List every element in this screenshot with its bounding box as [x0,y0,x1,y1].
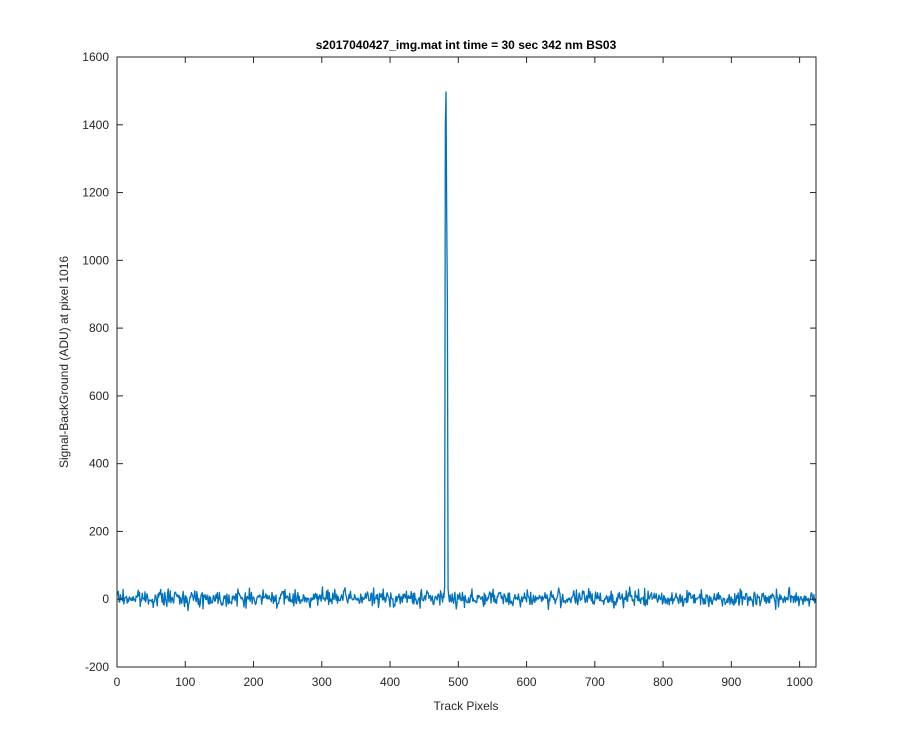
y-tick-label: 1600 [82,50,109,64]
y-tick-label: 200 [89,524,109,538]
y-tick-label: 600 [89,389,109,403]
axis-ticks: 0 100 200 300 400 500 600 700 800 900 1000 -200 0 200… [82,50,816,689]
x-tick-label: 500 [448,675,468,689]
y-tick-label: -200 [85,660,109,674]
signal-series-line [117,91,817,612]
y-tick-label: 800 [89,321,109,335]
chart-title: s2017040427_img.mat int time = 30 sec 34… [316,38,617,52]
x-axis-label: Track Pixels [434,699,499,713]
x-tick-label: 300 [312,675,332,689]
axes-box [116,56,817,668]
x-tick-label: 100 [175,675,195,689]
y-tick-label: 1200 [82,186,109,200]
x-tick-label: 200 [244,675,264,689]
x-tick-label: 400 [380,675,400,689]
y-tick-label: 0 [102,592,109,606]
x-tick-label: 0 [114,675,121,689]
y-axis-label: Signal-BackGround (ADU) at pixel 1016 [57,256,71,468]
y-tick-label: 1400 [82,118,109,132]
x-tick-label: 800 [653,675,673,689]
y-tick-label: 400 [89,457,109,471]
x-tick-label: 700 [585,675,605,689]
y-tick-label: 1000 [82,253,109,267]
x-tick-label: 900 [721,675,741,689]
x-tick-label: 600 [517,675,537,689]
x-tick-label: 1000 [786,675,813,689]
plot-area [117,91,817,612]
